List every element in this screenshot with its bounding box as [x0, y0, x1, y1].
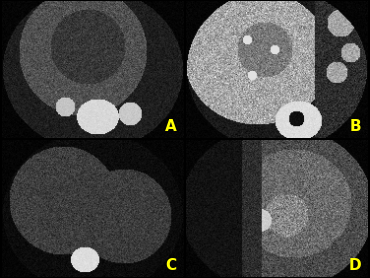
- Text: C: C: [165, 257, 176, 272]
- Text: D: D: [348, 257, 361, 272]
- Text: B: B: [349, 119, 361, 134]
- Text: A: A: [165, 119, 176, 134]
